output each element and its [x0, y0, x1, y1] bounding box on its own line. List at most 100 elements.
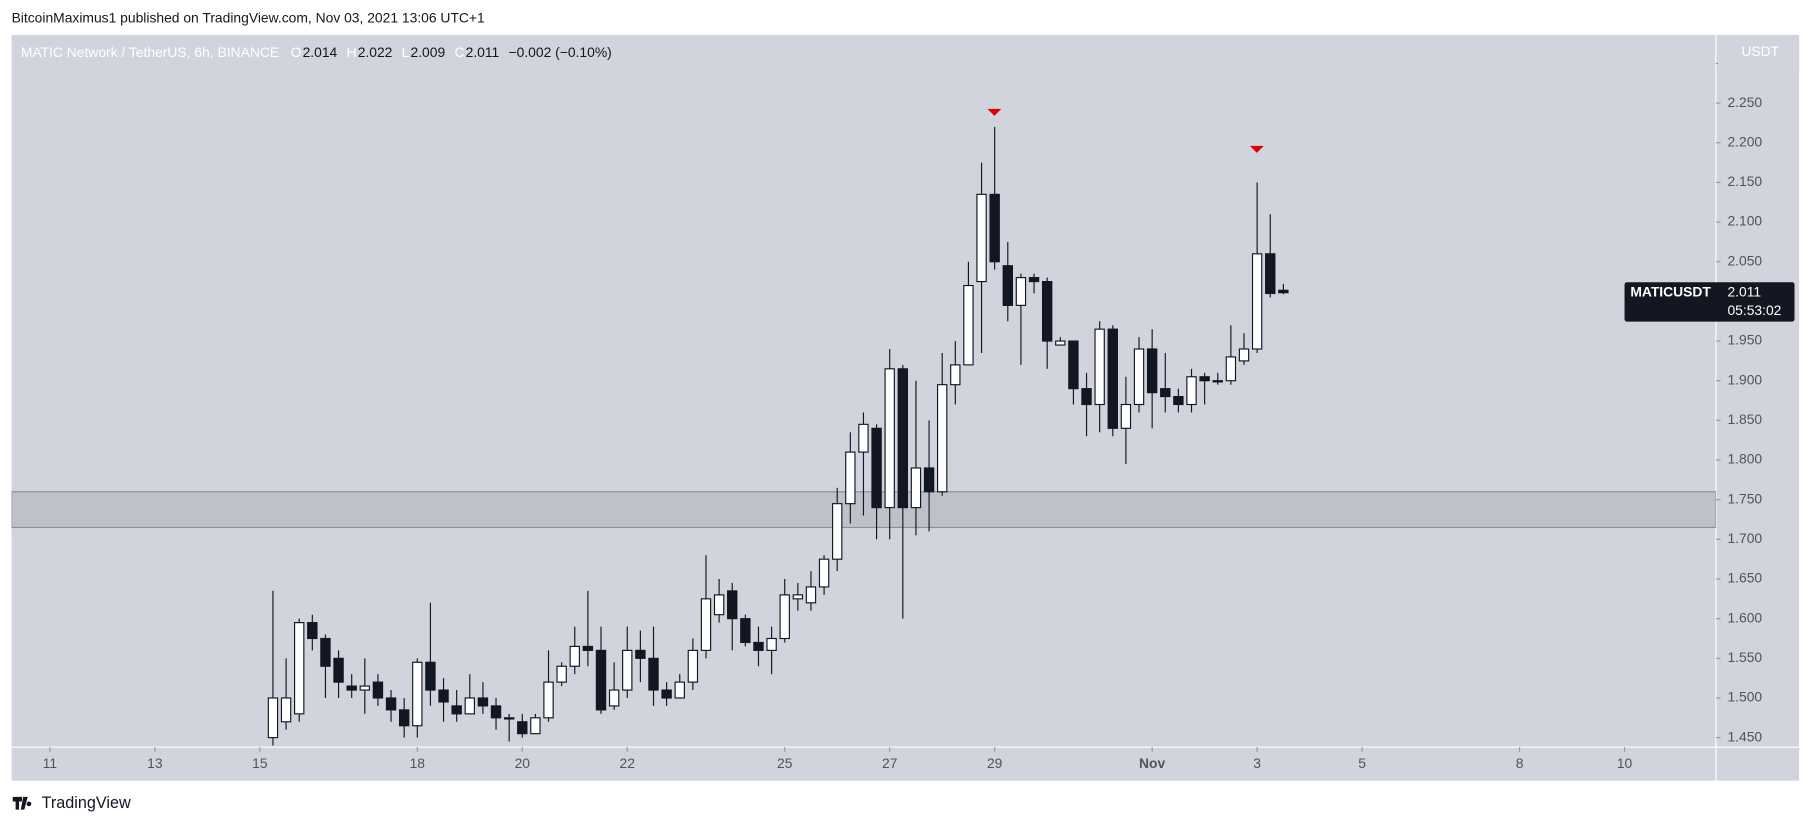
- candle-body: [438, 689, 449, 703]
- y-tick-label: 1.850: [1727, 411, 1762, 427]
- candle-body: [608, 689, 620, 707]
- y-tick-label: 2.100: [1727, 213, 1762, 229]
- candle-body: [832, 503, 843, 560]
- candle-body: [320, 637, 331, 667]
- candle-body: [425, 661, 436, 691]
- footer: TradingView: [42, 794, 131, 812]
- candle-body: [674, 681, 685, 699]
- overlay: 1.450 1.500 1.550 1.600 1.650 1.700 1.750 1.800…: [21, 37, 1800, 771]
- legend-value: 2.022: [358, 44, 393, 60]
- logo: TradingView: [12, 794, 131, 812]
- candle-body: [1055, 340, 1066, 346]
- candle-body: [936, 384, 948, 493]
- x-tick-label: 22: [620, 755, 636, 771]
- x-tick-label: 8: [1516, 755, 1524, 771]
- candle-body: [910, 467, 922, 509]
- candle-body: [543, 681, 554, 719]
- y-tick-label: 1.700: [1727, 530, 1762, 546]
- candle-body: [556, 665, 567, 683]
- x-tick-label: 10: [1617, 755, 1633, 771]
- candle-body: [503, 717, 515, 720]
- candle-body: [1146, 348, 1158, 394]
- y-tick-label: 2.150: [1727, 173, 1762, 189]
- candle-body: [398, 709, 410, 727]
- candle-body: [1278, 289, 1289, 294]
- unit-background: [1718, 37, 1800, 72]
- candle-body: [805, 586, 817, 604]
- candle-body: [412, 661, 423, 727]
- legend-label: L: [402, 44, 410, 60]
- legend-label: O: [291, 44, 302, 60]
- candle-body: [1081, 388, 1092, 406]
- legend-value: 2.011: [466, 44, 500, 60]
- candle-body: [530, 717, 541, 735]
- candle-body: [1160, 388, 1171, 398]
- candle-body: [517, 721, 528, 735]
- x-tick-label: 13: [147, 755, 163, 771]
- candle-body: [451, 705, 462, 715]
- x-tick-label: 5: [1358, 755, 1366, 771]
- candle-body: [307, 622, 318, 640]
- candle-body: [464, 697, 475, 715]
- y-axis-unit: USDT: [1741, 43, 1779, 59]
- y-tick-label: 1.450: [1727, 728, 1762, 744]
- candle-body: [1133, 348, 1145, 406]
- x-tick-label: 11: [43, 755, 58, 771]
- candle-body: [713, 594, 725, 616]
- candle-body: [1120, 403, 1132, 429]
- candle-body: [740, 618, 751, 644]
- candle-body: [963, 284, 974, 366]
- y-tick-label: 1.950: [1727, 332, 1762, 348]
- change-label: −0.002 (−0.10%): [509, 44, 612, 60]
- candle-body: [1186, 376, 1197, 406]
- y-tick-label: 2.200: [1727, 133, 1762, 149]
- candle-body: [359, 685, 371, 691]
- candle-body: [385, 697, 397, 711]
- candle-body: [989, 193, 1000, 263]
- candle-body: [477, 697, 489, 707]
- candle-body: [1041, 280, 1053, 342]
- candle-body: [858, 423, 869, 453]
- candle-body: [687, 649, 699, 683]
- candle-body: [661, 689, 672, 699]
- candle-body: [1265, 253, 1276, 295]
- candle-body: [293, 622, 305, 715]
- candle-body: [635, 649, 646, 659]
- header: BitcoinMaximus1 published on TradingView…: [12, 9, 485, 25]
- legend-value: 2.009: [411, 44, 446, 60]
- candle-body: [333, 657, 344, 683]
- y-tick-label: 1.600: [1727, 609, 1762, 625]
- y-tick-label: 1.550: [1727, 649, 1762, 665]
- candle-body: [1173, 396, 1184, 406]
- candle-body: [976, 193, 987, 283]
- candle-body: [923, 467, 935, 493]
- legend-value: 2.014: [303, 44, 338, 60]
- candle-body: [1225, 356, 1237, 382]
- candle-body: [1238, 348, 1250, 362]
- x-tick-label: Nov: [1139, 755, 1165, 771]
- price-label-symbol: MATICUSDT: [1630, 283, 1711, 299]
- candle-body: [346, 685, 357, 691]
- candle-body: [1068, 340, 1079, 390]
- candle-body: [569, 645, 580, 667]
- candle-body: [884, 368, 895, 509]
- candle-body: [1028, 277, 1040, 283]
- candle-body: [897, 368, 909, 509]
- candle-body: [1107, 328, 1118, 429]
- chart-title: MATIC Network / TetherUS, 6h, BINANCE: [21, 44, 279, 60]
- candle-body: [753, 641, 764, 651]
- candle-body: [871, 427, 882, 509]
- y-tick-label: 1.650: [1727, 570, 1762, 586]
- price-label-countdown: 05:53:02: [1727, 302, 1781, 318]
- candle-body: [372, 681, 384, 699]
- x-tick-label: 29: [987, 755, 1003, 771]
- y-tick-label: 2.050: [1727, 252, 1762, 268]
- y-tick-label: 1.500: [1727, 689, 1762, 705]
- candle-body: [267, 697, 279, 739]
- marker: [1249, 145, 1264, 153]
- price-label-box: [1624, 282, 1795, 322]
- candle-body: [700, 598, 712, 651]
- candle-body: [845, 451, 856, 505]
- x-tick-label: 3: [1253, 755, 1261, 771]
